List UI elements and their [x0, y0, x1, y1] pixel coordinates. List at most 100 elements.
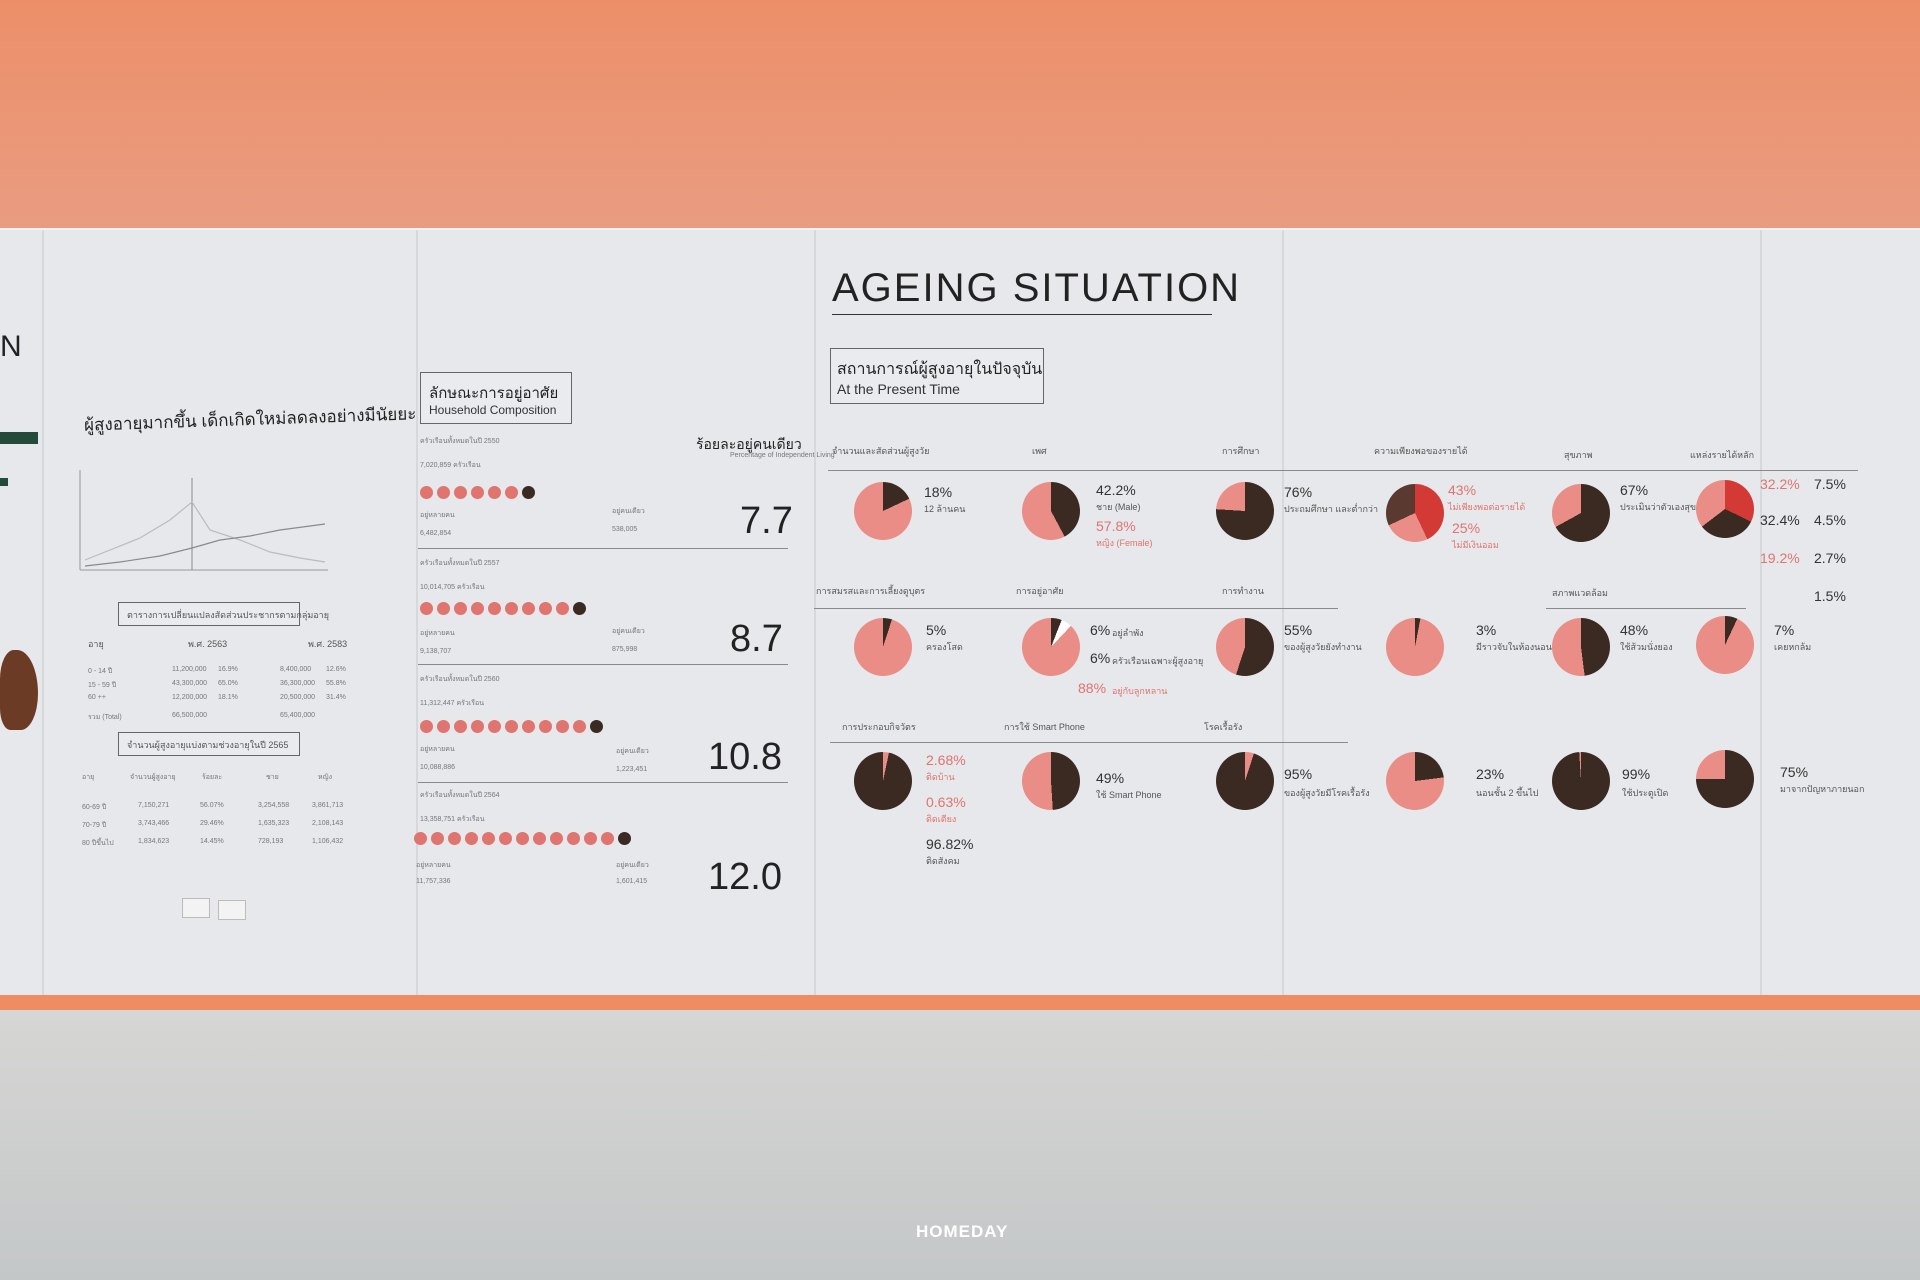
table2-cell: 1,635,323	[258, 820, 290, 827]
shared-value: 11,757,336	[416, 878, 451, 885]
independent-value: 875,998	[612, 646, 638, 653]
shared-dot	[601, 832, 614, 845]
independent-label: อยู่คนเดียว	[612, 508, 645, 515]
stat-label: การประกอบกิจวัตร	[842, 722, 916, 732]
shared-value: 9,138,707	[420, 648, 452, 655]
shared-dot	[420, 486, 433, 499]
stat-note: หญิง (Female)	[1096, 538, 1153, 548]
pie-chart	[1022, 482, 1080, 540]
shared-dot	[550, 832, 563, 845]
table1-cell: 60 ++	[88, 694, 106, 701]
panel-seam	[1760, 230, 1762, 995]
shared-dot	[522, 602, 535, 615]
shared-label: อยู่หลายคน	[420, 512, 455, 519]
table1-cell: 15 - 59 ปี	[88, 682, 117, 689]
panel-seam	[814, 230, 816, 995]
shared-dot	[465, 832, 478, 845]
household-title-box: ลักษณะการอยู่อาศัย Household Composition	[420, 372, 572, 424]
stat-value: 88%	[1078, 680, 1107, 696]
shared-dot	[505, 602, 518, 615]
stat-note: ประเมินว่าตัวเองสุขภาพไม่ดี	[1620, 502, 1730, 512]
stat-value: 19.2%	[1760, 550, 1800, 566]
shared-dot	[505, 486, 518, 499]
stat-note: ครองโสด	[926, 642, 963, 652]
title-underline	[832, 314, 1212, 315]
shared-dot	[539, 720, 552, 733]
stat-label: ความเพียงพอของรายได้	[1374, 446, 1468, 456]
shared-dot	[437, 486, 450, 499]
stat-label: การสมรสและการเลี้ยงดูบุตร	[816, 586, 926, 596]
shared-label: อยู่หลายคน	[416, 862, 451, 869]
household-total: 10,014,705 ครัวเรือน	[420, 584, 485, 591]
shared-dot	[488, 486, 501, 499]
table1-cell: 65.0%	[218, 680, 238, 687]
stat-value: 6%	[1090, 650, 1111, 666]
shared-dot	[471, 602, 484, 615]
stat-value: 3%	[1476, 622, 1497, 638]
table1-cell: รวม (Total)	[88, 714, 122, 721]
stat-note: ของผู้สูงวัยมีโรคเรื้อรัง	[1284, 788, 1370, 798]
stat-label: สภาพแวดล้อม	[1552, 588, 1608, 598]
independent-label: อยู่คนเดียว	[612, 628, 645, 635]
stat-value: 76%	[1284, 484, 1313, 500]
table1-col: อายุ	[88, 639, 104, 649]
pie-chart	[1216, 482, 1274, 540]
subtitle-th: สถานการณ์ผู้สูงอายุในปัจจุบัน	[837, 361, 1043, 378]
shared-label: อยู่หลายคน	[420, 630, 455, 637]
panel-seam	[42, 230, 44, 995]
pie-chart	[1696, 750, 1754, 808]
shared-dot	[573, 720, 586, 733]
table2-cell: 3,743,466	[138, 820, 170, 827]
stat-note: ติดสังคม	[926, 856, 960, 866]
stat-note: ใช้ Smart Phone	[1096, 790, 1162, 800]
pie-chart	[1216, 618, 1274, 676]
shared-dot	[454, 602, 467, 615]
pie-chart	[1696, 480, 1754, 538]
pie-chart	[1552, 618, 1610, 676]
stat-label: โรคเรื้อรัง	[1204, 722, 1243, 732]
shared-dot	[505, 720, 518, 733]
stat-note: อยู่ลำพัง	[1112, 628, 1144, 638]
shared-value: 6,482,854	[420, 530, 452, 537]
pie-chart	[854, 482, 912, 540]
independent-percent: 8.7	[730, 618, 783, 660]
stat-note: ครัวเรือนเฉพาะผู้สูงอายุ	[1112, 656, 1204, 666]
table2-col: หญิง	[318, 774, 332, 781]
stats-divider	[814, 608, 1338, 609]
table1-cell: 8,400,000	[280, 666, 312, 673]
ageing-line	[84, 523, 326, 567]
row-divider	[418, 548, 788, 549]
table1-cell: 20,500,000	[280, 694, 316, 701]
household-year: ครัวเรือนทั้งหมดในปี 2550	[420, 438, 500, 445]
stat-value: 67%	[1620, 482, 1649, 498]
household-year: ครัวเรือนทั้งหมดในปี 2560	[420, 676, 500, 683]
pie-chart	[1386, 484, 1444, 542]
wall-socket	[182, 898, 210, 918]
stats-divider	[828, 470, 1858, 471]
table2-cell: 3,861,713	[312, 802, 344, 809]
table2-cell: 60-69 ปี	[82, 804, 107, 811]
stat-note: ของผู้สูงวัยยังทำงาน	[1284, 642, 1362, 652]
stat-note: มีราวจับในห้องนอน	[1476, 642, 1552, 652]
shared-dot	[437, 720, 450, 733]
births-line	[84, 501, 326, 563]
stat-label: การศึกษา	[1222, 446, 1260, 456]
cut-letter: N	[0, 330, 22, 363]
household-title-th: ลักษณะการอยู่อาศัย	[429, 385, 559, 402]
subtitle-box: สถานการณ์ผู้สูงอายุในปัจจุบัน At the Pre…	[830, 348, 1044, 404]
shared-dot	[437, 602, 450, 615]
independent-value: 1,223,451	[616, 766, 648, 773]
table2-cell: 29.46%	[200, 820, 224, 827]
stat-value: 1.5%	[1814, 588, 1846, 604]
stat-note: มาจากปัญหาภายนอก	[1780, 784, 1865, 794]
stat-value: 95%	[1284, 766, 1313, 782]
household-title-en: Household Composition	[429, 403, 557, 417]
independent-dot	[590, 720, 603, 733]
independent-dot	[573, 602, 586, 615]
stat-note: เคยหกล้ม	[1774, 642, 1812, 652]
table1-cell: 66,500,000	[172, 712, 208, 719]
table2-cell: 70-79 ปี	[82, 822, 107, 829]
table1-cell: 36,300,000	[280, 680, 316, 687]
stat-value: 32.4%	[1760, 512, 1800, 528]
independent-dot	[522, 486, 535, 499]
